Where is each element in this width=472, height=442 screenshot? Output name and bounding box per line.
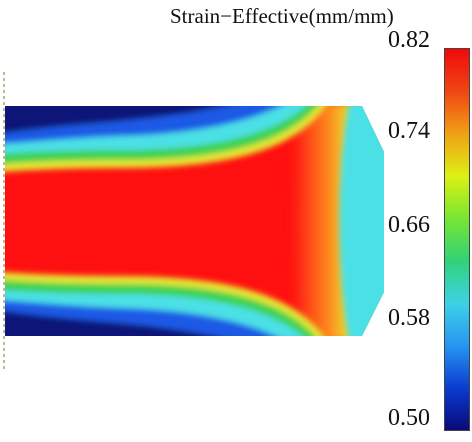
colorbar-tick: 0.74 bbox=[388, 118, 430, 144]
strain-contour-plot bbox=[3, 72, 384, 370]
colorbar-tick: 0.66 bbox=[388, 212, 430, 238]
colorbar-title: Strain−Effective(mm/mm) bbox=[170, 4, 394, 28]
colorbar-tick-max: 0.82 bbox=[388, 27, 430, 53]
colorbar bbox=[444, 48, 470, 431]
colorbar-tick: 0.58 bbox=[388, 305, 430, 331]
colorbar-tick-min: 0.50 bbox=[388, 405, 430, 431]
